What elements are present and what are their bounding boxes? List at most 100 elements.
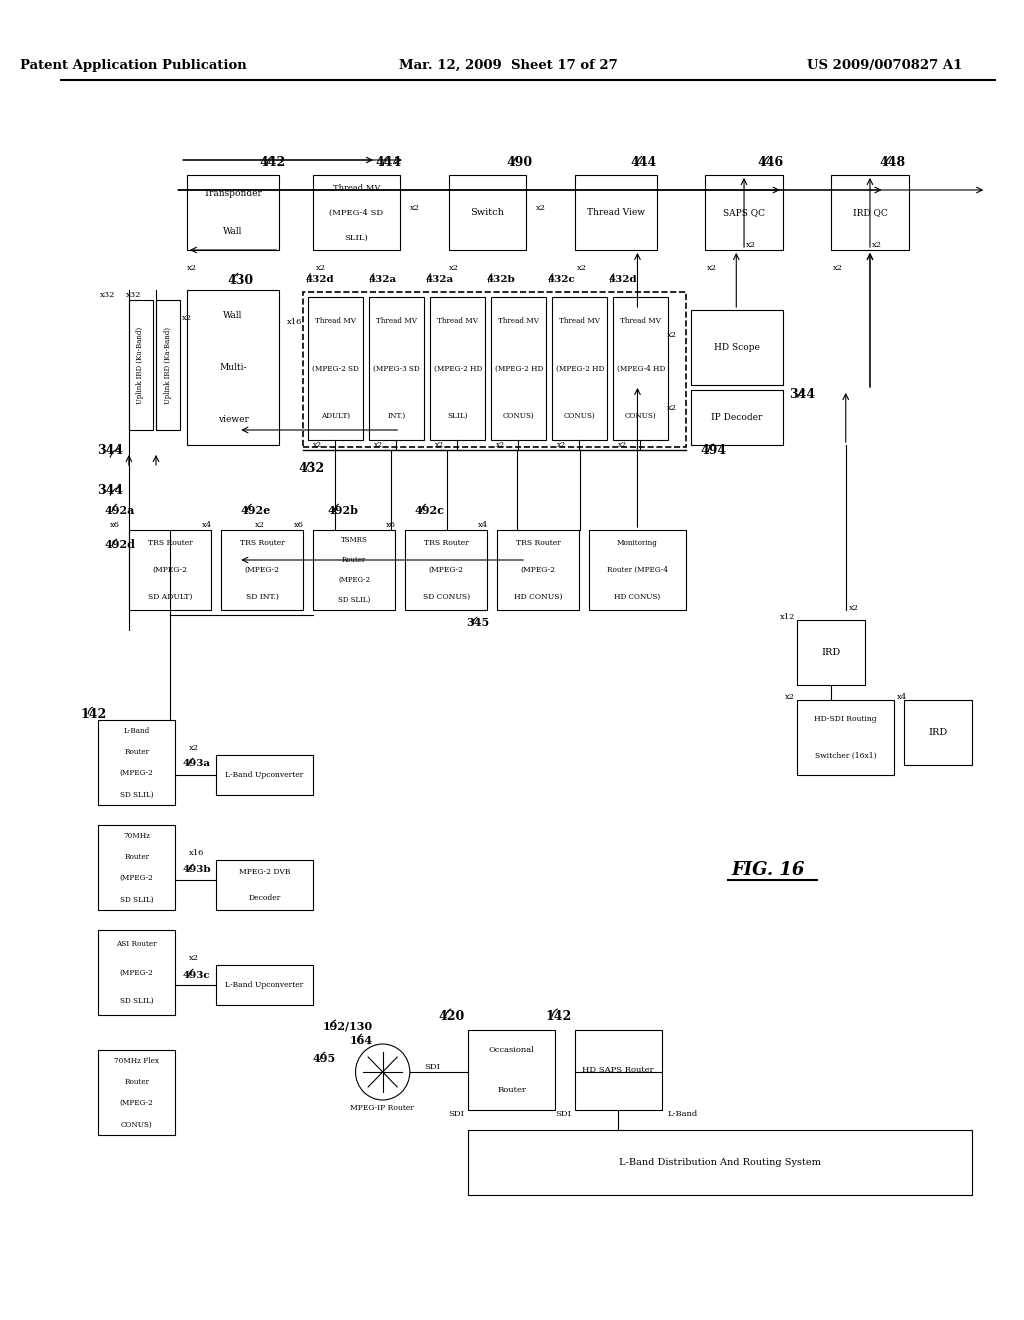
- Bar: [798, 700, 894, 775]
- Bar: [98, 825, 175, 909]
- Bar: [308, 297, 364, 440]
- Text: SD SLIL): SD SLIL): [120, 895, 154, 903]
- Text: HD CONUS): HD CONUS): [614, 593, 660, 601]
- Text: x6: x6: [110, 521, 120, 529]
- Bar: [98, 1049, 175, 1135]
- Text: L-Band Upconverter: L-Band Upconverter: [225, 981, 304, 989]
- Text: 192/130: 192/130: [323, 1020, 373, 1031]
- Text: 492d: 492d: [104, 540, 135, 550]
- Text: 444: 444: [631, 157, 657, 169]
- Text: Patent Application Publication: Patent Application Publication: [20, 58, 247, 71]
- Text: (MPEG-2: (MPEG-2: [120, 969, 154, 977]
- Text: HD SAPS Router: HD SAPS Router: [583, 1067, 654, 1074]
- Text: FIG. 16: FIG. 16: [731, 861, 805, 879]
- Text: Monitoring: Monitoring: [617, 540, 657, 548]
- Text: x2: x2: [189, 954, 199, 962]
- Bar: [552, 297, 607, 440]
- Text: 142: 142: [546, 1010, 571, 1023]
- Text: Thread MV: Thread MV: [376, 317, 417, 325]
- Bar: [129, 531, 211, 610]
- Bar: [589, 531, 686, 610]
- Text: (MPEG-2: (MPEG-2: [120, 874, 154, 882]
- Bar: [468, 1130, 972, 1195]
- Text: Router (MPEG-4: Router (MPEG-4: [607, 566, 668, 574]
- Bar: [831, 176, 908, 249]
- Bar: [216, 965, 313, 1005]
- Text: SLIL): SLIL): [345, 234, 369, 242]
- Bar: [187, 290, 279, 445]
- Text: 432d: 432d: [608, 276, 637, 285]
- Bar: [706, 176, 782, 249]
- Text: x2: x2: [536, 205, 546, 213]
- Text: 70MHz: 70MHz: [123, 832, 151, 840]
- Text: HD Scope: HD Scope: [714, 343, 760, 352]
- Text: x2: x2: [577, 264, 587, 272]
- Text: x4: x4: [202, 521, 212, 529]
- Text: Uplink IRD (Ku-Band): Uplink IRD (Ku-Band): [136, 326, 144, 404]
- Text: (MPEG-2: (MPEG-2: [429, 566, 464, 574]
- Text: 492a: 492a: [104, 504, 135, 516]
- Text: x2: x2: [374, 441, 383, 449]
- Bar: [156, 300, 180, 430]
- Text: Wall: Wall: [223, 312, 243, 321]
- Text: (MPEG-2: (MPEG-2: [153, 566, 187, 574]
- Text: US 2009/0070827 A1: US 2009/0070827 A1: [807, 58, 963, 71]
- Text: x2: x2: [449, 264, 459, 272]
- Text: 164: 164: [350, 1035, 373, 1045]
- Text: Multi-: Multi-: [219, 363, 247, 372]
- Text: SD INT.): SD INT.): [246, 593, 279, 601]
- Text: Decoder: Decoder: [249, 894, 281, 902]
- Text: x6: x6: [294, 521, 303, 529]
- Text: 446: 446: [758, 157, 783, 169]
- Text: 344: 344: [97, 483, 123, 496]
- Text: x32: x32: [126, 290, 141, 300]
- Text: Thread MV: Thread MV: [499, 317, 540, 325]
- Bar: [313, 176, 400, 249]
- Text: 345: 345: [466, 618, 489, 628]
- Text: Router: Router: [124, 1078, 150, 1086]
- Text: L-Band: L-Band: [668, 1110, 697, 1118]
- Text: Thread MV: Thread MV: [621, 317, 662, 325]
- Text: viewer: viewer: [217, 414, 249, 424]
- Text: TRS Router: TRS Router: [516, 540, 560, 548]
- Text: x2: x2: [618, 441, 628, 449]
- Text: TRS Router: TRS Router: [240, 540, 285, 548]
- Text: x2: x2: [667, 404, 677, 412]
- Text: x2: x2: [189, 744, 199, 752]
- Text: SDI: SDI: [555, 1110, 571, 1118]
- Text: Switcher (16x1): Switcher (16x1): [815, 752, 877, 760]
- Text: x2: x2: [313, 441, 323, 449]
- Bar: [216, 755, 313, 795]
- Text: HD CONUS): HD CONUS): [514, 593, 562, 601]
- Text: Thread View: Thread View: [587, 209, 645, 216]
- Text: x2: x2: [182, 314, 193, 322]
- Text: x2: x2: [849, 605, 859, 612]
- Text: x2: x2: [187, 264, 197, 272]
- Text: 344: 344: [790, 388, 816, 401]
- Text: Thread MV: Thread MV: [333, 183, 380, 191]
- Bar: [691, 310, 782, 385]
- Text: CONUS): CONUS): [564, 412, 596, 420]
- Bar: [221, 531, 303, 610]
- Text: Router: Router: [124, 853, 150, 861]
- Text: SD SLIL): SD SLIL): [120, 791, 154, 799]
- Bar: [574, 176, 656, 249]
- Text: 492c: 492c: [415, 504, 444, 516]
- Text: (MPEG-2 HD: (MPEG-2 HD: [556, 364, 604, 372]
- Text: x2: x2: [667, 331, 677, 339]
- Text: x4: x4: [477, 521, 487, 529]
- Text: (MPEG-2: (MPEG-2: [120, 1100, 154, 1107]
- Bar: [313, 531, 395, 610]
- Text: 420: 420: [439, 1010, 465, 1023]
- Text: CONUS): CONUS): [503, 412, 535, 420]
- Text: CONUS): CONUS): [625, 412, 656, 420]
- Text: x2: x2: [745, 242, 756, 249]
- Text: x16: x16: [287, 318, 302, 326]
- Text: Thread MV: Thread MV: [559, 317, 600, 325]
- Text: x12: x12: [780, 612, 796, 620]
- Bar: [216, 861, 313, 909]
- Text: (MPEG-2 HD: (MPEG-2 HD: [495, 364, 543, 372]
- Bar: [98, 719, 175, 805]
- Text: (MPEG-2 SD: (MPEG-2 SD: [312, 364, 359, 372]
- Bar: [303, 292, 686, 447]
